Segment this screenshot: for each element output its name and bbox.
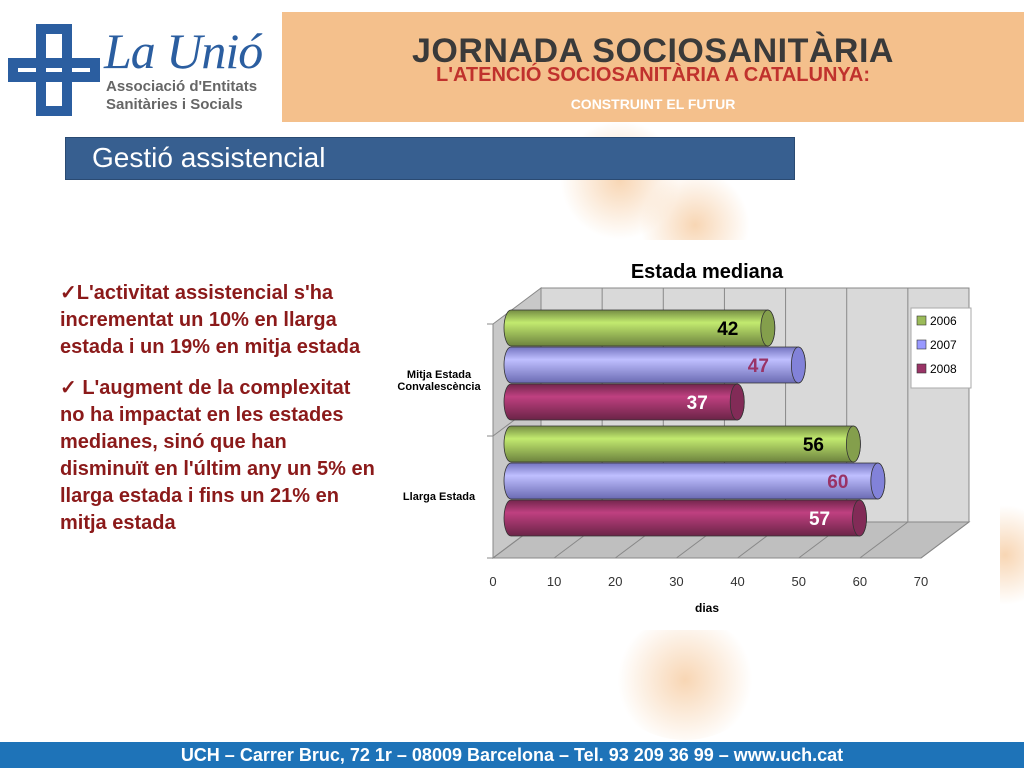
bullet-item: ✓L'activitat assistencial s'ha increment…: [60, 282, 361, 358]
logo: La Unió Associació d'Entitats Sanitàries…: [0, 0, 280, 122]
bar-cap: [870, 462, 886, 500]
event-title: JORNADA SOCIOSANITÀRIA: [412, 32, 894, 70]
data-label: 47: [748, 356, 769, 377]
x-tick-label: 20: [608, 574, 622, 589]
legend-label: 2007: [930, 338, 957, 352]
bullet-item: ✓ L'augment de la complexitat no ha impa…: [60, 377, 375, 534]
bar-cap: [790, 346, 806, 384]
logo-mark-icon: [8, 24, 100, 116]
legend-swatch-2007: [916, 339, 927, 350]
category-label: Mitja Estada: [407, 369, 472, 381]
x-tick-label: 60: [853, 574, 867, 589]
category-label: Convalescència: [397, 381, 481, 393]
background-decoration: [610, 620, 760, 740]
gridline-floor: [920, 521, 970, 559]
footer-contact: UCH – Carrer Bruc, 72 1r – 08009 Barcelo…: [180, 745, 844, 765]
x-tick-label: 40: [730, 574, 744, 589]
bar-cap: [729, 383, 745, 421]
x-tick-label: 10: [547, 574, 561, 589]
data-label: 60: [827, 472, 848, 493]
chart-panel: Estada mediana 0 10 20 30 40 50 60 70 dias Mitja E…: [387, 240, 1000, 630]
footer-bar: UCH – Carrer Bruc, 72 1r – 08009 Barcelo…: [0, 742, 1024, 768]
section-title: Gestió assistencial: [92, 142, 326, 173]
logo-tagline: Associació d'Entitats Sanitàries i Socia…: [106, 78, 258, 113]
data-label: 56: [803, 435, 824, 456]
event-subtitle-2: CONSTRUINT EL FUTUR: [570, 96, 736, 112]
section-title-bar: Gestió assistencial: [65, 137, 795, 180]
x-tick-label: 50: [791, 574, 805, 589]
legend-swatch-2008: [916, 363, 927, 374]
bar-cap: [760, 309, 776, 347]
gridline-floor: [859, 521, 909, 559]
data-label: 42: [717, 319, 738, 340]
data-label: 37: [687, 393, 708, 414]
logo-name: La Unió: [104, 23, 263, 79]
event-subtitle: L'ATENCIÓ SOCIOSANITÀRIA A CATALUNYA:: [435, 64, 870, 86]
legend-swatch-2006: [916, 315, 927, 326]
x-tick-label: 70: [914, 574, 928, 589]
bullet-list: ✓L'activitat assistencial s'ha increment…: [60, 280, 378, 551]
category-label: Llarga Estada: [403, 491, 476, 503]
bar-cap: [852, 499, 867, 537]
data-label: 57: [809, 509, 830, 530]
x-axis-label: dias: [695, 601, 719, 615]
bar-2008: [503, 383, 745, 421]
legend-label: 2006: [930, 314, 957, 328]
x-tick-label: 0: [489, 574, 496, 589]
header-banner: JORNADA SOCIOSANITÀRIA L'ATENCIÓ SOCIOSA…: [282, 12, 1024, 122]
bar-cap: [845, 425, 861, 463]
estada-mediana-chart: Estada mediana 0 10 20 30 40 50 60 70 dias Mitja E…: [397, 261, 972, 615]
x-tick-label: 30: [669, 574, 683, 589]
chart-title: Estada mediana: [631, 261, 784, 283]
legend-label: 2008: [930, 362, 957, 376]
